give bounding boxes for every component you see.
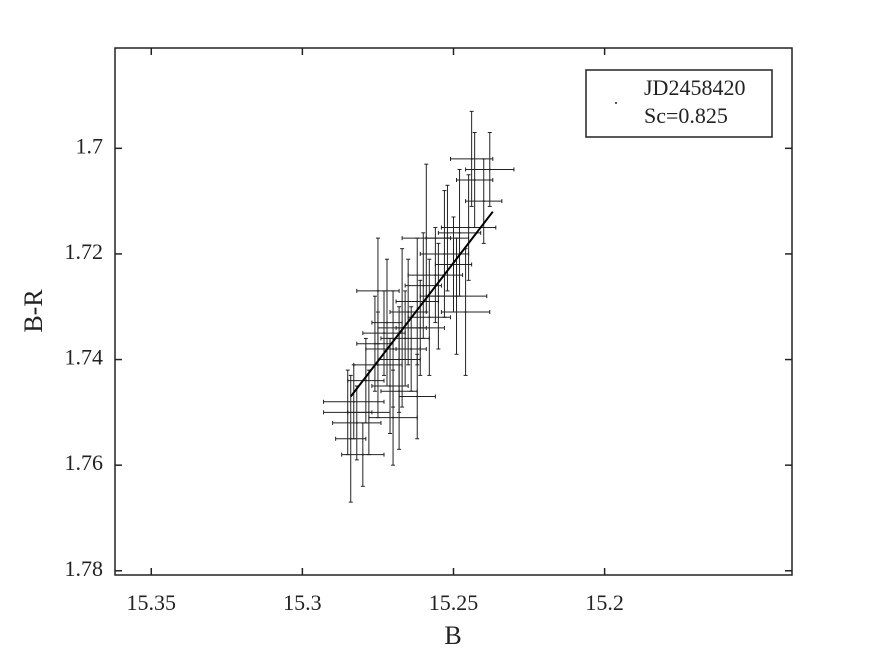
point xyxy=(416,395,419,398)
legend-label: JD2458420 xyxy=(644,75,745,100)
point xyxy=(355,421,358,424)
x-tick-label: 15.2 xyxy=(585,590,624,615)
y-tick-label: 1.76 xyxy=(65,450,104,475)
point xyxy=(404,337,407,340)
point xyxy=(428,316,431,319)
y-tick-label: 1.7 xyxy=(76,133,104,158)
point xyxy=(407,311,410,314)
y-tick-label: 1.78 xyxy=(65,556,104,581)
x-tick-label: 15.25 xyxy=(429,590,479,615)
x-axis-label: B xyxy=(444,621,461,650)
y-tick-label: 1.72 xyxy=(65,239,104,264)
point xyxy=(392,347,395,350)
point xyxy=(425,237,428,240)
point xyxy=(398,390,401,393)
point xyxy=(349,437,352,440)
point xyxy=(373,342,376,345)
x-tick-label: 15.35 xyxy=(127,590,177,615)
point xyxy=(464,311,467,314)
legend-marker xyxy=(615,102,617,104)
y-axis-label: B-R xyxy=(19,289,48,333)
x-tick-label: 15.3 xyxy=(283,590,322,615)
point xyxy=(416,300,419,303)
point xyxy=(443,252,446,255)
point xyxy=(434,274,437,277)
point xyxy=(392,416,395,419)
y-tick-label: 1.74 xyxy=(65,345,104,370)
point xyxy=(352,400,355,403)
point xyxy=(455,295,458,298)
point xyxy=(389,384,392,387)
point xyxy=(367,411,370,414)
point xyxy=(364,379,367,382)
point xyxy=(458,231,461,234)
point xyxy=(386,321,389,324)
fit-line xyxy=(349,211,494,398)
point xyxy=(376,363,379,366)
point xyxy=(410,347,413,350)
point xyxy=(422,284,425,287)
point xyxy=(376,289,379,292)
point xyxy=(488,168,491,171)
legend-note: Sc=0.825 xyxy=(644,103,728,128)
legend-box xyxy=(585,69,773,138)
point xyxy=(470,157,473,160)
point xyxy=(473,179,476,182)
point xyxy=(382,332,385,335)
point xyxy=(482,200,485,203)
point xyxy=(361,453,364,456)
point xyxy=(467,226,470,229)
